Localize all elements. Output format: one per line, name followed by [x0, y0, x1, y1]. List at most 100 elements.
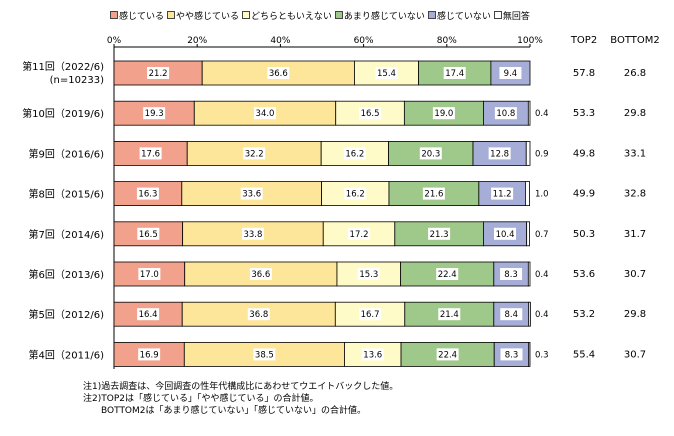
data-label: 8.3 [505, 350, 519, 360]
data-label: 17.0 [140, 270, 159, 280]
data-label-box [136, 187, 159, 200]
legend-item: どちらともいえない [242, 9, 332, 22]
top2-value: 53.6 [573, 269, 595, 280]
bottom2-value: 32.8 [624, 189, 646, 200]
data-label: 16.4 [139, 310, 158, 320]
data-label: 19.0 [434, 109, 453, 119]
data-label-box [243, 147, 266, 160]
bottom2-value: 33.1 [624, 148, 646, 159]
x-tick-label: 100% [517, 36, 543, 46]
x-tick-label: 0% [107, 36, 122, 46]
data-label-box [500, 348, 523, 361]
data-label-box [137, 308, 160, 321]
data-label-box [253, 348, 276, 361]
data-label: 10.4 [496, 230, 515, 240]
legend-item: 感じている [110, 9, 164, 22]
data-label: 16.2 [345, 149, 364, 159]
legend-swatch [167, 11, 176, 19]
data-label: 32.2 [245, 149, 264, 159]
legend-swatch [110, 11, 118, 19]
data-label: 16.2 [346, 190, 365, 200]
bar-segment [493, 301, 530, 327]
data-label: 15.4 [377, 69, 396, 79]
data-label-box [139, 147, 162, 160]
data-label: 38.5 [255, 350, 274, 360]
data-label: 33.6 [242, 190, 261, 200]
data-label-box [491, 187, 514, 200]
data-label-box [500, 308, 523, 321]
data-label-box [422, 187, 445, 200]
legend-label: やや感じている [176, 12, 240, 22]
legend-item: 感じていない [427, 9, 491, 22]
data-label: 17.2 [350, 230, 369, 240]
data-label: 8.4 [505, 310, 519, 320]
data-label: 36.6 [251, 270, 270, 280]
data-label: 15.3 [359, 270, 378, 280]
data-label: 34.0 [256, 109, 275, 119]
data-label-box [494, 227, 517, 240]
bottom2-value: 29.8 [624, 108, 646, 119]
legend-swatch [427, 11, 436, 19]
bottom2-value: 30.7 [624, 349, 646, 360]
column-header-bottom2: BOTTOM2 [610, 35, 659, 46]
category-label: 第4回（2011/6) [29, 348, 105, 361]
data-label: 16.9 [140, 350, 159, 360]
bar-segment [526, 221, 530, 247]
data-label: 33.8 [243, 230, 262, 240]
data-label-box [428, 227, 451, 240]
top2-value: 53.2 [573, 309, 595, 320]
data-label-box [436, 268, 459, 280]
no-answer-label: 0.4 [535, 109, 549, 119]
data-label-box [436, 348, 459, 361]
bar-segment [527, 100, 531, 126]
data-label-box [143, 107, 166, 120]
no-answer-label: 0.7 [535, 230, 549, 240]
data-label: 16.7 [361, 310, 380, 320]
data-label: 22.4 [438, 350, 457, 360]
legend-swatch [334, 11, 343, 19]
footnotes: 注1)過去調査は、今回調査の性年代構成比にあわせてウエイトバックした値。 注2)T… [83, 381, 398, 417]
data-label: 20.3 [421, 149, 440, 159]
data-label-box [267, 67, 290, 79]
data-label-box [443, 67, 466, 79]
top2-value: 49.9 [573, 189, 595, 200]
data-label: 21.2 [149, 69, 168, 79]
data-label: 16.5 [361, 109, 380, 119]
category-sublabel: (n=10233) [50, 75, 104, 86]
data-label: 13.6 [363, 350, 382, 360]
data-label-box [348, 227, 371, 240]
data-label-box [254, 107, 277, 120]
data-label: 16.5 [139, 230, 158, 240]
footnote: BOTTOM2は「あまり感じていない」「感じていない」の合計値。 [83, 406, 367, 416]
data-label-box [359, 107, 382, 120]
data-label-box [438, 308, 461, 321]
data-label-box [249, 268, 272, 280]
data-label-box [375, 67, 398, 79]
legend-label: 感じていない [436, 12, 491, 22]
data-label-box [419, 147, 442, 160]
legend-swatch [493, 11, 502, 19]
data-label: 12.8 [490, 149, 509, 159]
data-label: 36.6 [269, 69, 288, 79]
bottom2-value: 31.7 [624, 229, 646, 240]
data-label-box [343, 147, 366, 160]
data-label: 11.2 [493, 190, 512, 200]
category-label: 第5回（2012/6) [29, 308, 105, 321]
bar-segment [472, 140, 527, 166]
data-label-box [359, 308, 382, 321]
x-tick-label: 80% [437, 36, 457, 46]
top2-value: 50.3 [573, 229, 595, 240]
legend-label: 無回答 [502, 12, 530, 22]
legend-label: あまり感じていない [343, 12, 425, 22]
data-label-box [138, 268, 161, 280]
category-label: 第7回（2014/6) [29, 228, 105, 241]
data-label: 16.3 [138, 190, 157, 200]
top2-value: 57.8 [573, 68, 595, 79]
no-answer-label: 0.9 [535, 149, 549, 159]
data-label: 36.8 [249, 310, 268, 320]
data-label: 21.6 [424, 190, 443, 200]
data-label-box [344, 187, 367, 200]
no-answer-label: 1.0 [535, 190, 549, 200]
no-answer-label: 0.4 [535, 270, 549, 280]
